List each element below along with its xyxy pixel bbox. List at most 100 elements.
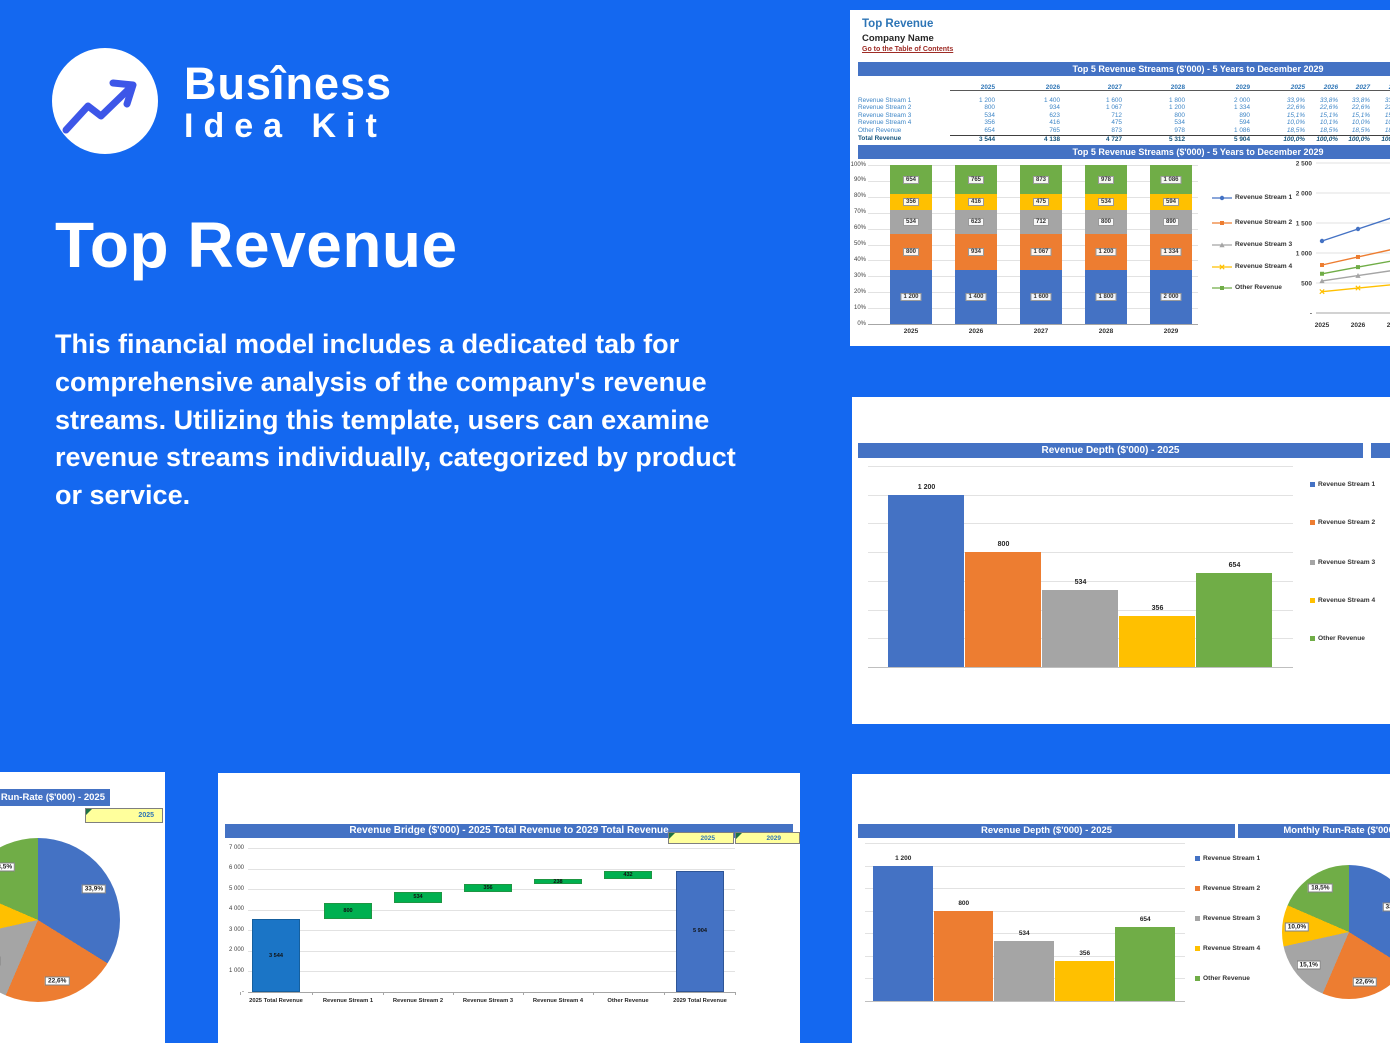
cell-value: 765 — [1049, 126, 1060, 134]
x-axis-category-label: 2029 — [1163, 328, 1179, 335]
legend-label: Revenue Stream 3 — [1318, 558, 1376, 566]
y-axis-tick-label: 100% — [850, 161, 866, 168]
bar-value-label: 654 — [1139, 916, 1151, 924]
cell-value: 1 200 — [979, 97, 995, 104]
cell-value: 22,6% — [1319, 104, 1338, 112]
gridline — [248, 909, 735, 911]
bridge-start-year-dropdown[interactable]: 2025 — [668, 832, 734, 844]
segment-value-label: 623 — [967, 218, 985, 227]
bar — [965, 552, 1041, 667]
waterfall-value-label: 356 — [483, 884, 493, 891]
legend-item: Revenue Stream 2 — [1310, 518, 1390, 526]
bar — [873, 865, 933, 1001]
cell-value: 10,0% — [1351, 119, 1370, 127]
spreadsheet-panel-runrate: Monthly Run-Rate ($'000) - 2025 2025 33,… — [0, 772, 165, 1043]
legend-marker-icon — [1212, 195, 1232, 200]
bar — [1115, 927, 1175, 1001]
legend-marker-icon — [1195, 915, 1200, 921]
next-chart-header-bar — [1371, 443, 1390, 458]
bar — [1196, 573, 1272, 667]
cell-value: 800 — [984, 104, 995, 112]
cell-value: 22,6% — [1351, 104, 1370, 112]
svg-text:2026: 2026 — [1351, 322, 1366, 329]
segment-value-label: 873 — [1032, 175, 1050, 184]
svg-text:-: - — [1310, 311, 1312, 318]
svg-text:2027: 2027 — [1387, 322, 1390, 329]
cell-value: 18,5% — [1351, 126, 1370, 134]
bar-value-label: 356 — [1079, 949, 1091, 957]
cell-value: 33,8% — [1319, 97, 1338, 104]
cell-value: 100,0% — [1370, 134, 1390, 143]
svg-text:1 000: 1 000 — [1296, 251, 1313, 258]
segment-value-label: 934 — [967, 248, 985, 257]
x-axis-category-label: 2026 — [968, 328, 984, 335]
segment-value-label: 712 — [1032, 218, 1050, 227]
gridline — [248, 950, 735, 952]
legend-item: Revenue Stream 4 — [1310, 596, 1390, 604]
legend-label: Other Revenue — [1203, 974, 1250, 982]
legend-item: Revenue Stream 2 — [1195, 884, 1305, 892]
row-label: Other Revenue — [858, 126, 902, 134]
cell-value: 475 — [1111, 119, 1122, 127]
y-axis-tick-label: 50% — [853, 241, 866, 247]
waterfall-bar — [676, 870, 724, 992]
row-label: Revenue Stream 3 — [858, 111, 912, 119]
legend-label: Revenue Stream 4 — [1203, 944, 1261, 952]
runrate2-chart-header-bar: Monthly Run-Rate ($'000) - 2025 — [1238, 824, 1390, 838]
cell-value: 4 727 — [1060, 134, 1122, 143]
cell-value: 5 904 — [1185, 134, 1250, 143]
legend-marker-icon — [1212, 220, 1232, 225]
cell-value: 1 086 — [1234, 126, 1250, 134]
x-axis-category-label: 2029 Total Revenue — [673, 998, 727, 1004]
axis-tick — [593, 992, 594, 995]
y-axis-tick-label: 0% — [857, 320, 866, 327]
table-of-contents-link[interactable]: Go to the Table of Contents — [862, 46, 954, 53]
legend-marker-icon — [1212, 263, 1232, 270]
dropdown-marker-icon — [86, 809, 92, 815]
cell-value: 2025 — [1250, 84, 1305, 92]
gridline — [868, 466, 1293, 467]
cell-value: 18,5% — [1286, 126, 1305, 134]
bridge-end-year-dropdown[interactable]: 2029 — [735, 832, 800, 844]
y-axis-tick-label: 1 000 — [228, 967, 244, 974]
pie-slice-label: 33,9% — [1382, 902, 1390, 912]
cell-value: 33,8% — [1351, 97, 1370, 104]
segment-value-label: 594 — [1162, 198, 1180, 207]
segment-value-label: 1 600 — [1030, 293, 1052, 302]
segment-value-label: 654 — [902, 175, 920, 184]
segment-value-label: 1 334 — [1160, 248, 1182, 257]
legend-label: Other Revenue — [1318, 634, 1365, 642]
segment-value-label: 1 400 — [965, 293, 987, 302]
legend-item: Revenue Stream 4 — [1195, 944, 1305, 952]
table-year-header-row: 202520262027202820292025202620272028 — [858, 84, 1390, 92]
axis-tick — [240, 992, 241, 995]
segment-value-label: 534 — [902, 218, 920, 227]
gridline — [865, 910, 1185, 912]
cell-value: 2029 — [1185, 84, 1250, 92]
bar-value-label: 1 200 — [895, 854, 912, 862]
gridline — [865, 865, 1185, 867]
gridline — [868, 324, 1198, 325]
bar-value-label: 534 — [1074, 579, 1087, 587]
legend-label: Revenue Stream 2 — [1318, 518, 1376, 526]
cell-value: 33,9% — [1286, 97, 1305, 104]
legend-label: Revenue Stream 1 — [1235, 194, 1293, 201]
cell-value: 100,0% — [1338, 134, 1370, 143]
cell-value: 534 — [984, 111, 995, 119]
trend-arrow-icon — [62, 79, 137, 134]
y-axis-tick-label: 30% — [853, 272, 866, 279]
runrate-chart-header-bar: Monthly Run-Rate ($'000) - 2025 — [0, 789, 110, 806]
gridline — [868, 494, 1293, 496]
stacked-chart-header-bar: Top 5 Revenue Streams ($'000) - 5 Years … — [858, 145, 1390, 159]
waterfall-bar — [394, 891, 442, 903]
bar-value-label: 534 — [1018, 929, 1030, 937]
legend-label: Revenue Stream 2 — [1235, 219, 1293, 226]
bar — [994, 940, 1054, 1001]
cell-value: 3 544 — [950, 134, 995, 143]
spreadsheet-panel-bottom-right: Revenue Depth ($'000) - 2025 Monthly Run… — [852, 774, 1390, 1043]
legend-label: Revenue Stream 4 — [1318, 596, 1376, 604]
segment-value-label: 800 — [902, 248, 920, 257]
cell-value: 2026 — [1305, 84, 1338, 92]
year-selector-dropdown[interactable]: 2025 — [85, 808, 163, 823]
